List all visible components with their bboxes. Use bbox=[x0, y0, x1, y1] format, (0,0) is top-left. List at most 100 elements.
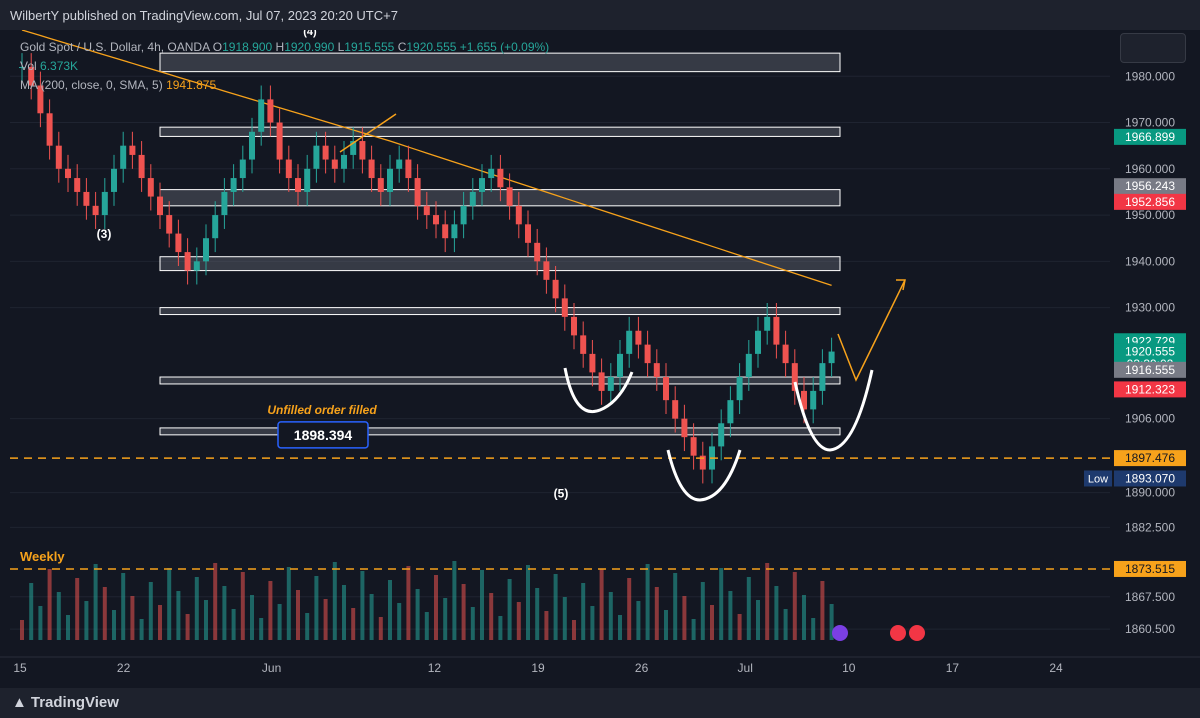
candle-body bbox=[543, 261, 550, 280]
volume-value: 6.373K bbox=[40, 59, 79, 73]
candle-body bbox=[46, 113, 53, 146]
candle-body bbox=[617, 353, 623, 378]
lightning-event-icon bbox=[832, 625, 848, 641]
publisher-header: WilbertY published on TradingView.com, J… bbox=[0, 0, 1200, 30]
time-axis-label: 19 bbox=[531, 661, 545, 675]
candle-body bbox=[810, 390, 817, 410]
candle-body bbox=[239, 159, 246, 179]
candle-body bbox=[635, 330, 642, 345]
volume-bar bbox=[618, 615, 622, 640]
ma-value: 1941.875 bbox=[166, 78, 217, 92]
price-tag bbox=[1114, 128, 1186, 145]
candle-body bbox=[626, 330, 633, 354]
volume-bar bbox=[305, 613, 310, 640]
volume-bar bbox=[434, 575, 438, 640]
volume-bar bbox=[406, 566, 411, 640]
volume-bar bbox=[581, 583, 586, 640]
volume-bar bbox=[204, 600, 208, 640]
volume-bar bbox=[820, 581, 825, 640]
volume-bar bbox=[728, 591, 733, 640]
supply-demand-zone bbox=[159, 126, 841, 137]
candle-body bbox=[506, 187, 513, 206]
open-value: 1918.900 bbox=[222, 40, 273, 54]
volume-bar bbox=[148, 582, 153, 640]
price-tag-label: 1912.323 bbox=[1125, 382, 1175, 396]
candle-body bbox=[534, 242, 541, 262]
candle-body bbox=[230, 178, 237, 192]
candle-body bbox=[819, 363, 826, 391]
volume-bar bbox=[682, 596, 687, 640]
price-tag bbox=[1114, 381, 1186, 398]
wave-5-label: (5) bbox=[554, 486, 569, 500]
price-tag-label: 1952.856 bbox=[1125, 195, 1175, 209]
time-axis-label: 15 bbox=[13, 661, 27, 675]
price-tag bbox=[1114, 450, 1186, 467]
price-tag-label: 1897.476 bbox=[1125, 451, 1175, 465]
volume-bar bbox=[737, 614, 742, 640]
high-label: H bbox=[275, 40, 285, 54]
candle-body bbox=[138, 154, 145, 179]
volume-bar bbox=[608, 592, 613, 640]
price-chart[interactable]: Unfilled order filled 1898.394 Weekly (3) (4… bbox=[0, 30, 1200, 688]
low-tag-label: Low bbox=[1088, 473, 1108, 485]
volume-bar bbox=[397, 603, 402, 640]
candle-body bbox=[203, 238, 209, 262]
volume-bar bbox=[424, 612, 429, 640]
volume-bar bbox=[516, 602, 521, 640]
weekly-label: Weekly bbox=[20, 549, 65, 564]
right-shoulder-curve bbox=[793, 369, 874, 452]
candle-body bbox=[92, 205, 99, 216]
volume-bar bbox=[526, 565, 530, 640]
candle-body bbox=[561, 298, 568, 317]
candle-body bbox=[433, 215, 439, 225]
price-tag-label: 1920.555 bbox=[1125, 344, 1175, 358]
volume-bar bbox=[286, 567, 291, 640]
candle-body bbox=[460, 205, 467, 225]
volume-bar bbox=[277, 604, 282, 640]
time-axis-label: Jun bbox=[262, 661, 281, 675]
volume-bar bbox=[415, 589, 420, 640]
time-axis-label: 22 bbox=[117, 661, 131, 675]
footer-bar: ▲ TradingView bbox=[0, 688, 1200, 718]
chart-settings-button[interactable] bbox=[1120, 33, 1186, 63]
price-tag bbox=[1114, 343, 1186, 360]
volume-bar bbox=[185, 614, 190, 640]
volume-bar bbox=[369, 594, 374, 640]
wave-4-label: (4) bbox=[303, 30, 317, 38]
low-value: 1915.555 bbox=[344, 40, 395, 54]
price-tag bbox=[1114, 361, 1186, 378]
candle-body bbox=[74, 178, 81, 192]
candle-body bbox=[451, 224, 458, 239]
candle-body bbox=[479, 178, 485, 192]
volume-bar bbox=[498, 616, 503, 640]
ma-label: MA (200, close, 0, SMA, 5) bbox=[20, 78, 163, 92]
volume-bar bbox=[774, 586, 779, 640]
unfilled-order-label: Unfilled order filled bbox=[267, 403, 377, 417]
time-axis-label: 26 bbox=[635, 661, 649, 675]
volume-bar bbox=[93, 564, 98, 640]
candle-body bbox=[525, 224, 531, 243]
close-value: 1920.555 bbox=[406, 40, 457, 54]
left-shoulder-curve bbox=[563, 367, 634, 413]
close-label: C bbox=[397, 40, 407, 54]
price-tag-label: 1966.899 bbox=[1125, 130, 1175, 144]
tradingview-mark-icon: ▲ bbox=[12, 694, 27, 711]
volume-bar bbox=[829, 604, 834, 640]
candle-body bbox=[313, 145, 320, 169]
candle-body bbox=[727, 400, 734, 424]
candle-body bbox=[359, 141, 366, 160]
price-axis-label: 1950.000 bbox=[1125, 208, 1175, 222]
candle-body bbox=[571, 316, 577, 336]
wave-3-label: (3) bbox=[97, 227, 112, 241]
volume-bar bbox=[167, 568, 172, 640]
candle-body bbox=[801, 390, 807, 410]
candle-body bbox=[515, 205, 522, 225]
candle-body bbox=[607, 377, 614, 391]
candle-body bbox=[193, 261, 200, 271]
price-axis-label: 1867.500 bbox=[1125, 590, 1175, 604]
candle-body bbox=[699, 455, 706, 470]
volume-bar bbox=[792, 572, 797, 640]
tradingview-logo[interactable]: ▲ TradingView bbox=[12, 694, 119, 711]
candle-body bbox=[212, 215, 219, 239]
volume-bar bbox=[627, 578, 632, 640]
